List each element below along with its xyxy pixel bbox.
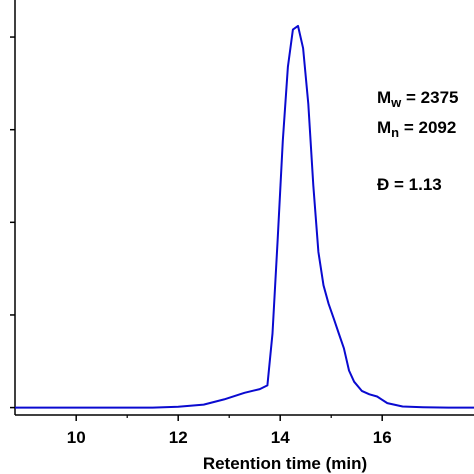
x-axis-title: Retention time (min) <box>203 454 367 473</box>
x-tick-label-16: 16 <box>373 428 392 447</box>
y-axis-ticks <box>10 36 15 409</box>
series-line <box>15 24 474 409</box>
mn-subscript: n <box>391 125 399 140</box>
x-axis-tick-labels: 10 12 14 16 <box>67 428 392 447</box>
mw-subscript: w <box>390 95 402 110</box>
dispersity-annotation: Đ = 1.13 <box>377 175 442 194</box>
x-tick-label-10: 10 <box>67 428 86 447</box>
mn-value: = 2092 <box>399 118 456 137</box>
mn-symbol: M <box>377 118 391 137</box>
mn-annotation: Mn = 2092 <box>377 118 456 140</box>
mw-value: = 2375 <box>401 88 458 107</box>
x-axis-ticks <box>75 415 383 421</box>
x-tick-label-12: 12 <box>169 428 188 447</box>
mw-symbol: M <box>377 88 391 107</box>
mw-annotation: Mw = 2375 <box>377 88 459 110</box>
x-tick-label-14: 14 <box>271 428 290 447</box>
